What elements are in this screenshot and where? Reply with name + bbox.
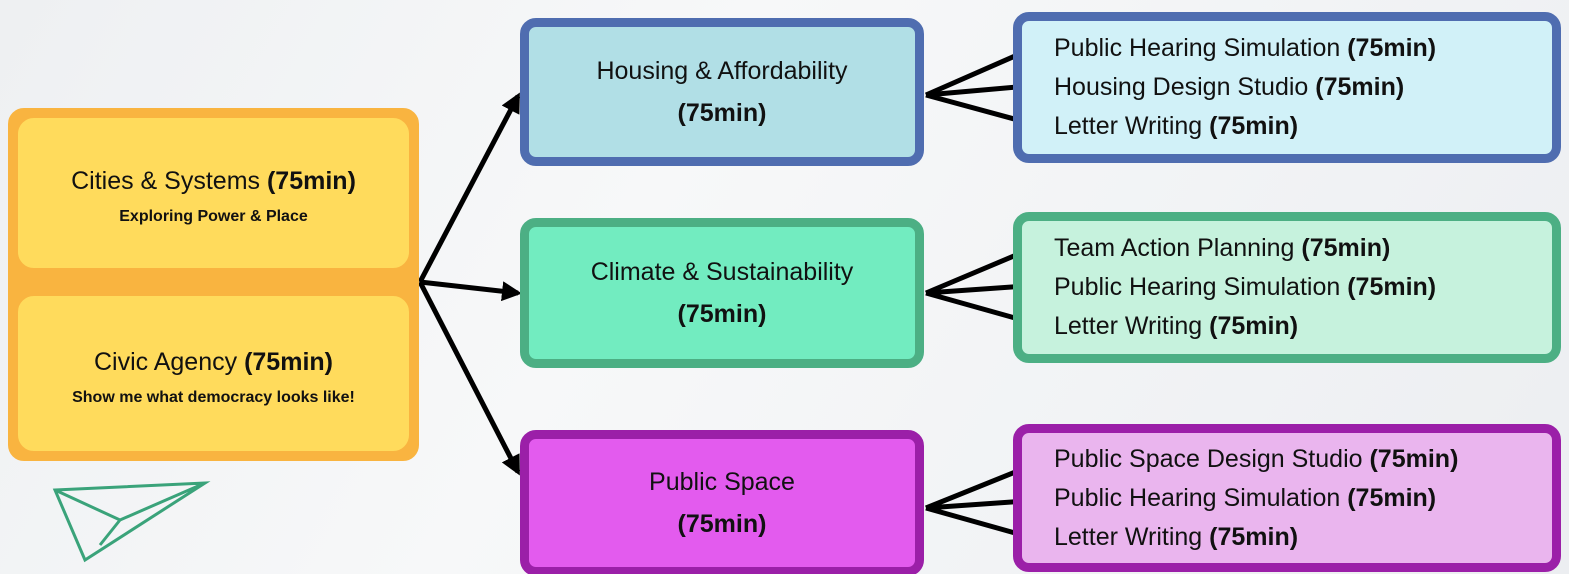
activity: Letter Writing (75min) bbox=[1054, 518, 1552, 557]
activity-box: Public Hearing Simulation (75min) Housing… bbox=[1013, 12, 1561, 163]
activity-duration: (75min) bbox=[1209, 112, 1299, 140]
activity: Housing Design Studio (75min) bbox=[1054, 68, 1552, 107]
intro-title: Cities & Systems bbox=[71, 167, 261, 195]
track-duration: (75min) bbox=[677, 510, 767, 538]
activity: Public Hearing Simulation (75min) bbox=[1054, 268, 1552, 307]
track-title: Climate & Sustainability bbox=[590, 258, 854, 286]
activity-name: Letter Writing bbox=[1054, 312, 1203, 340]
activity-name: Public Hearing Simulation bbox=[1054, 483, 1341, 512]
intro-duration: (75min) bbox=[266, 167, 356, 195]
intro-title-line: Civic Agency (75min) bbox=[94, 341, 333, 383]
intro-subtitle: Exploring Power & Place bbox=[119, 208, 308, 225]
activity-duration: (75min) bbox=[1209, 312, 1299, 340]
intro-subtitle: Show me what democracy looks like! bbox=[72, 388, 355, 406]
track-duration: (75min) bbox=[677, 300, 767, 328]
activity-name: Public Space Design Studio bbox=[1054, 444, 1363, 473]
track-title: Housing & Affordability bbox=[596, 57, 848, 85]
track-title: Public Space bbox=[649, 468, 795, 496]
activity-duration: (75min) bbox=[1347, 273, 1437, 301]
activity-duration: (75min) bbox=[1369, 444, 1459, 473]
intro-box: Civic Agency (75min) Show me what democra… bbox=[18, 296, 409, 451]
track-duration: (75min) bbox=[677, 99, 767, 127]
activity-duration: (75min) bbox=[1209, 522, 1299, 551]
track-box: Public Space (75min) bbox=[520, 430, 924, 574]
activity-name: Letter Writing bbox=[1054, 112, 1203, 140]
activity: Team Action Planning (75min) bbox=[1054, 229, 1552, 268]
activity-name: Letter Writing bbox=[1054, 522, 1203, 551]
intro-title: Civic Agency bbox=[94, 347, 238, 376]
activity-duration: (75min) bbox=[1347, 483, 1437, 512]
intro-duration: (75min) bbox=[244, 347, 333, 376]
activity-duration: (75min) bbox=[1347, 34, 1437, 62]
activity: Public Hearing Simulation (75min) bbox=[1054, 479, 1552, 518]
activity-duration: (75min) bbox=[1315, 73, 1405, 101]
track-box: Climate & Sustainability (75min) bbox=[520, 218, 924, 368]
activity-box: Public Space Design Studio (75min) Public… bbox=[1013, 424, 1561, 572]
activity: Public Space Design Studio (75min) bbox=[1054, 440, 1552, 479]
activity-box: Team Action Planning (75min) Public Heari… bbox=[1013, 212, 1561, 363]
activity-name: Public Hearing Simulation bbox=[1054, 273, 1341, 301]
activity: Public Hearing Simulation (75min) bbox=[1054, 29, 1552, 68]
track-box: Housing & Affordability (75min) bbox=[520, 18, 924, 166]
paper-plane-icon bbox=[52, 481, 211, 563]
activity: Letter Writing (75min) bbox=[1054, 107, 1552, 146]
activity-name: Public Hearing Simulation bbox=[1054, 34, 1341, 62]
intro-title-line: Cities & Systems (75min) bbox=[71, 160, 356, 202]
activity-duration: (75min) bbox=[1301, 234, 1391, 262]
intro-box: Cities & Systems (75min) Exploring Power … bbox=[18, 118, 409, 268]
activity-name: Team Action Planning bbox=[1054, 234, 1295, 262]
activity-name: Housing Design Studio bbox=[1054, 73, 1309, 101]
activity: Letter Writing (75min) bbox=[1054, 307, 1552, 346]
